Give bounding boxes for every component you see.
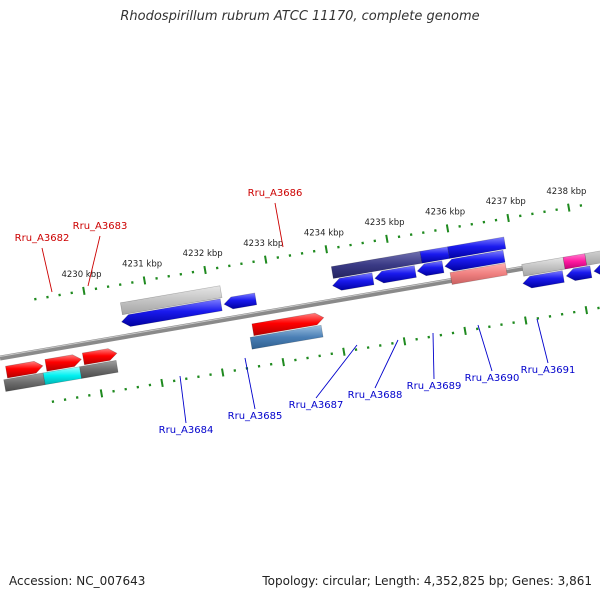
ruler-label: 4232 kbp	[183, 249, 223, 259]
ruler-tick-bottom	[203, 265, 207, 275]
ruler-label: 4238 kbp	[546, 187, 586, 197]
gene-feature	[522, 270, 565, 289]
gene-feature	[121, 298, 223, 327]
ruler-label: 4233 kbp	[243, 239, 283, 249]
gene-label: Rru_A3685	[228, 411, 283, 422]
ruler-tick-top	[463, 326, 467, 336]
gene-feature	[5, 360, 44, 379]
genome-summary-text: Topology: circular; Length: 4,352,825 bp…	[262, 574, 592, 588]
gene-label: Rru_A3682	[15, 233, 70, 244]
gene-leader-line	[179, 375, 187, 424]
gene-feature	[251, 312, 325, 337]
gene-feature	[81, 348, 118, 366]
gene-leader-line	[87, 235, 101, 287]
gene-feature	[444, 249, 506, 272]
ruler-label: 4230 kbp	[61, 270, 101, 280]
map-title: Rhodospirillum rubrum ATCC 11170, comple…	[120, 9, 480, 24]
gene-feature	[120, 285, 223, 316]
ruler-tick-bottom	[385, 234, 389, 243]
ruler-label: 4236 kbp	[425, 208, 465, 218]
gene-leader-line	[432, 332, 435, 380]
ruler-label: 4231 kbp	[122, 260, 162, 270]
gene-feature	[374, 265, 417, 284]
gene-label: Rru_A3684	[159, 425, 214, 436]
gene-feature	[565, 265, 593, 281]
ruler-tick-bottom	[324, 245, 328, 254]
gene-label: Rru_A3689	[407, 381, 462, 392]
gene-label: Rru_A3688	[348, 390, 403, 401]
gene-feature	[416, 260, 445, 277]
gene-label: Rru_A3686	[248, 188, 303, 199]
ruler-label: 4235 kbp	[364, 218, 404, 228]
gene-feature	[249, 324, 324, 350]
accession-text: Accession: NC_007643	[9, 574, 146, 588]
gene-label: Rru_A3683	[73, 221, 128, 232]
ruler-tick-bottom	[82, 286, 86, 295]
gene-feature	[584, 250, 600, 266]
gene-label: Rru_A3691	[521, 365, 576, 376]
ruler-tick-top	[524, 316, 528, 325]
gene-feature	[593, 264, 600, 275]
gene-feature	[419, 246, 450, 264]
ruler-tick-top	[342, 347, 346, 356]
gene-label: Rru_A3687	[289, 400, 344, 411]
ruler-tick-top	[99, 389, 104, 398]
gene-feature	[223, 292, 258, 310]
ruler-tick-top	[281, 358, 285, 367]
ruler-tick-top	[221, 368, 225, 377]
ruler-tick-bottom	[264, 255, 268, 264]
gene-leader-line	[477, 324, 493, 372]
gene-feature	[449, 262, 508, 285]
gene-feature	[332, 272, 375, 291]
gene-leader-line	[374, 339, 399, 389]
gene-feature	[44, 354, 82, 372]
gene-leader-line	[244, 357, 256, 410]
gene-leader-line	[274, 202, 284, 248]
gene-feature	[447, 236, 507, 259]
ruler-tick-bottom	[142, 276, 147, 285]
ruler-tick-bottom	[445, 224, 450, 233]
gene-feature	[79, 360, 119, 379]
ruler-tick-top	[584, 305, 589, 315]
ruler-label: 4237 kbp	[486, 197, 526, 207]
ruler-label: 4234 kbp	[304, 228, 344, 238]
ruler-tick-top	[160, 378, 164, 388]
ruler-tick-top	[402, 337, 407, 346]
ruler-tick-bottom	[506, 213, 510, 223]
gene-leader-line	[41, 247, 53, 293]
gene-leader-line	[536, 318, 549, 364]
gene-leader-line	[315, 344, 358, 399]
ruler-tick-bottom	[567, 203, 571, 212]
gene-label: Rru_A3690	[465, 373, 520, 384]
